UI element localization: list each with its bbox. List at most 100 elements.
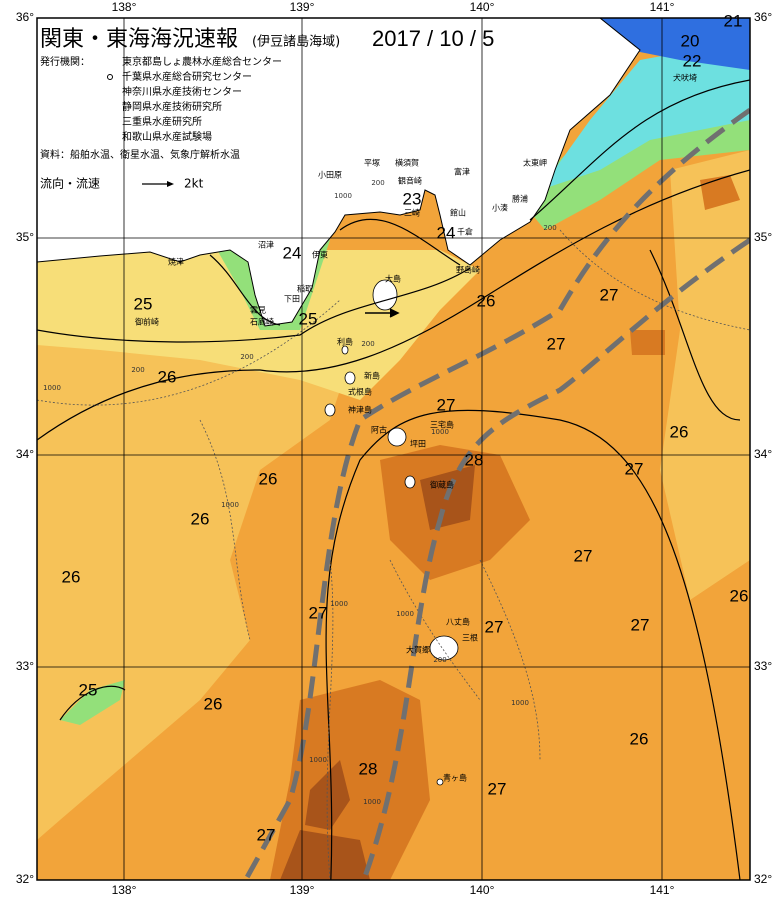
lat-label: 33° [754,659,772,673]
lon-label: 139° [290,883,315,897]
place-name: 犬吠埼 [673,73,697,83]
colder-area [540,40,750,190]
place-name: 利島 [337,337,353,347]
temperature-label: 26 [62,567,81,586]
temperature-label: 22 [683,51,702,70]
organization: 東京都島しょ農林水産総合センター [122,55,282,68]
depth-label: 200 [371,179,384,187]
lat-label: 32° [754,872,772,886]
date: 2017 / 10 / 5 [372,26,494,51]
organization: 三重県水産研究所 [122,115,202,128]
place-name: 神津島 [348,405,372,415]
lat-label: 35° [754,230,772,244]
place-name: 阿古 [371,425,387,435]
islands [324,279,459,786]
current-arrow [365,308,400,318]
temperature-label: 27 [437,395,456,414]
depth-label: 1000 [309,756,327,764]
lat-label: 34° [16,447,34,461]
place-name: 下田 [284,295,300,304]
place-name: 千倉 [457,227,473,237]
place-name: 青ヶ島 [443,773,467,783]
temperature-label: 21 [724,11,743,30]
place-name: 三根 [462,633,478,643]
depth-label: 1000 [396,610,414,618]
warmest-area [280,830,370,880]
place-name: 勝浦 [512,194,528,204]
warmer-area [270,680,430,880]
region: (伊豆諸島海域) [252,34,340,50]
place-name: 平塚 [364,159,380,168]
temperature-label: 27 [485,617,504,636]
temperature-label: 26 [191,509,210,528]
depth-label: 200 [361,340,374,348]
graticule [37,18,750,880]
sources: 資料：船舶水温、衛星水温、気象庁解析水温 [40,148,240,161]
temperature-label: 24 [283,243,302,262]
temperature-label: 27 [257,825,276,844]
lat-label: 35° [16,230,34,244]
temperature-label: 26 [158,367,177,386]
lat-label: 36° [16,10,34,24]
temperature-label: 26 [259,469,278,488]
depth-label: 200 [240,353,253,361]
organization: 和歌山県水産試験場 [122,130,212,143]
temperature-label: 27 [488,779,507,798]
lon-label: 138° [112,883,137,897]
organization: 神奈川県水産技術センター [122,85,242,98]
temperature-label: 24 [437,223,456,242]
temperature-label: 23 [403,189,422,208]
temperature-label: 25 [134,294,153,313]
place-name: 石廊崎 [250,317,274,327]
place-name: 御前崎 [135,317,159,327]
depth-label: 200 [433,656,446,664]
temperature-label: 26 [670,422,689,441]
depth-label: 200 [131,366,144,374]
place-name: 太東岬 [523,158,547,168]
cold-area [60,680,125,725]
coldest-area [600,18,750,70]
place-name: 富津 [454,167,470,177]
lat-label: 36° [754,10,772,24]
place-name: 稲取 [297,284,313,294]
depth-label: 1000 [330,600,348,608]
temperature-label: 27 [309,603,328,622]
temperature-label: 27 [625,459,644,478]
depth-label: 1000 [363,798,381,806]
land [37,18,641,327]
organization: 千葉県水産総合研究センター [122,70,252,83]
temperature-label: 26 [477,291,496,310]
depth-label: 1000 [511,699,529,707]
lat-label: 32° [16,872,34,886]
depth-label: 1000 [43,384,61,392]
legend-arrowhead [167,181,174,187]
place-name: 三宅島 [430,420,454,430]
place-name: 伊東 [312,250,328,260]
temperature-label: 28 [359,759,378,778]
organization: 静岡県水産技術研究所 [122,100,222,113]
place-name: 大賀郷 [406,645,430,655]
lon-label: 139° [290,0,315,14]
sea-surface [37,18,750,880]
isotherms [37,79,750,880]
lat-label: 33° [16,659,34,673]
place-name: 雲見 [250,306,266,315]
lon-label: 140° [470,883,495,897]
warmer-area [630,175,740,355]
title: 関東・東海海況速報 [40,27,238,52]
legend-label: 流向・流速 [40,176,100,191]
place-name: 坪田 [410,440,426,449]
place-name: 館山 [450,208,466,218]
temperature-label: 20 [681,31,700,50]
temperature-label: 25 [79,680,98,699]
depth-label: 1000 [334,192,352,200]
depth-label: 1000 [221,501,239,509]
bullet [107,74,113,80]
place-name: 新島 [364,371,380,381]
place-name: 野島崎 [456,265,480,275]
lon-label: 138° [112,0,137,14]
temperature-label: 26 [630,729,649,748]
depth-label: 200 [543,224,556,232]
place-name: 御蔵島 [430,480,454,490]
